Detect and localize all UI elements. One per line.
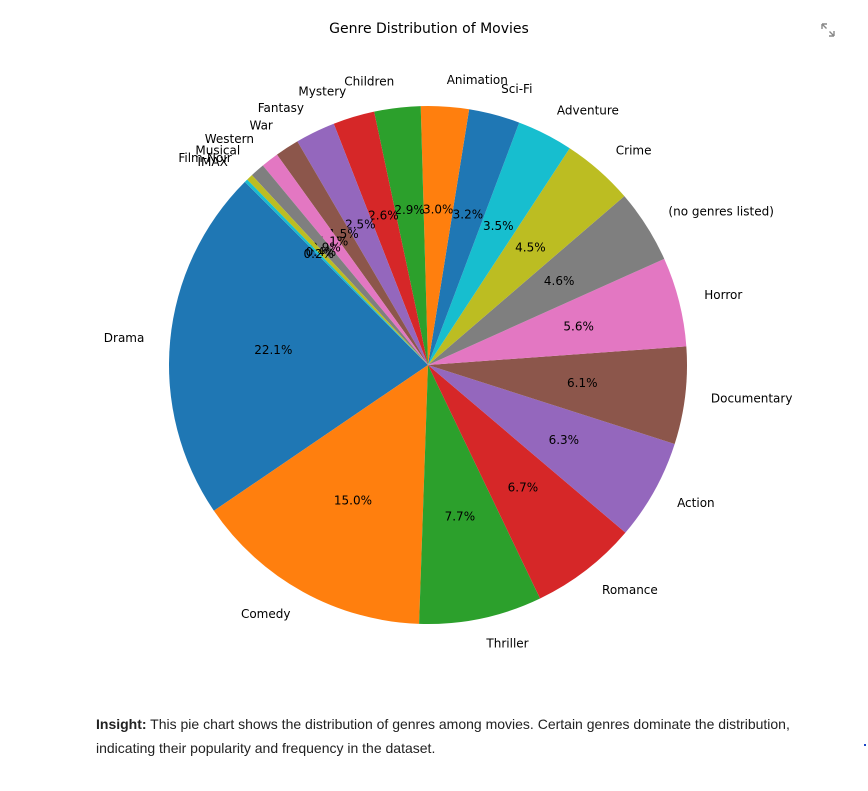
insight-label: Insight: <box>96 716 147 732</box>
slice-label-sci-fi: Sci-Fi <box>501 82 532 96</box>
pie-slice-fantasy <box>297 123 428 365</box>
slice-label-action: Action <box>677 496 715 510</box>
slice-percent-thriller: 7.7% <box>445 510 476 524</box>
pie-slice-film-noir <box>247 175 428 365</box>
slice-percent-horror: 5.6% <box>563 319 594 333</box>
slice-percent-fantasy: 2.5% <box>345 218 376 232</box>
scroll-marker <box>864 744 866 746</box>
chart-title: Genre Distribution of Movies <box>329 21 529 37</box>
slice-label-comedy: Comedy <box>241 607 291 621</box>
pie-svg: Drama 22.1% Comedy 15.0% Thriller 7.7% Romance… <box>104 73 793 650</box>
slice-label-crime: Crime <box>616 143 652 157</box>
pie-slice-musical <box>251 165 428 365</box>
slice-label-mystery: Mystery <box>298 85 346 99</box>
slice-percent-comedy: 15.0% <box>334 494 372 508</box>
slice-percent-imax: 0.2% <box>304 247 335 261</box>
slice-percent-children: 2.9% <box>394 203 425 217</box>
slice-percent-adventure: 3.5% <box>483 219 514 233</box>
pie-slice-action <box>428 365 675 533</box>
slice-percent-animation: 3.0% <box>423 202 454 216</box>
pie-slice-animation <box>420 106 470 366</box>
pie-slice-western <box>262 154 428 365</box>
slice-label-film-noir: Film-Noir <box>178 151 231 165</box>
slice-percent-action: 6.3% <box>549 433 580 447</box>
slice-label-imax: IMAX <box>197 155 227 169</box>
pie-slice-sci-fi <box>428 109 520 365</box>
slice-percent-drama: 22.1% <box>254 343 292 357</box>
pie-slice-horror <box>428 258 687 365</box>
slice-label-no-genres-listed: (no genres listed) <box>668 205 773 219</box>
slice-label-musical: Musical <box>195 143 240 157</box>
slice-label-fantasy: Fantasy <box>258 101 304 115</box>
slice-label-animation: Animation <box>447 73 508 87</box>
pie-slice-romance <box>428 365 626 599</box>
insight-text: This pie chart shows the distribution of… <box>96 716 790 756</box>
slice-label-western: Western <box>205 132 254 146</box>
slice-percent-no-genres-listed: 4.6% <box>544 274 575 288</box>
slice-label-documentary: Documentary <box>711 391 793 405</box>
slice-percent-romance: 6.7% <box>508 481 539 495</box>
pie-slice-comedy <box>213 365 428 624</box>
pie-slice-imax <box>244 179 428 365</box>
pie-slice-children <box>374 106 428 366</box>
slice-label-horror: Horror <box>704 288 742 302</box>
slice-percent-documentary: 6.1% <box>567 376 598 390</box>
slice-percent-mystery: 2.6% <box>368 209 399 223</box>
pie-chart: Genre Distribution of Movies Drama 22.1% C… <box>104 21 793 650</box>
slice-label-thriller: Thriller <box>485 636 528 650</box>
pie-slice-thriller <box>419 365 541 625</box>
slice-percent-crime: 4.5% <box>515 241 546 255</box>
pie-slice-documentary <box>428 346 687 444</box>
slice-label-drama: Drama <box>104 331 145 345</box>
insight-paragraph: Insight: This pie chart shows the distri… <box>96 712 796 760</box>
pie-slice-crime <box>428 148 625 365</box>
slice-label-children: Children <box>344 75 394 89</box>
slice-percent-sci-fi: 3.2% <box>453 207 484 221</box>
slice-label-war: War <box>249 119 272 133</box>
expand-icon[interactable] <box>819 21 837 39</box>
pie-slice-adventure <box>428 122 570 365</box>
slice-label-romance: Romance <box>602 583 658 597</box>
pie-slice-mystery <box>333 111 428 365</box>
pie-slice-drama <box>169 181 428 511</box>
pie-slice-no-genres-listed <box>428 196 665 365</box>
slice-label-adventure: Adventure <box>557 103 619 117</box>
pie-slice-war <box>276 141 428 365</box>
